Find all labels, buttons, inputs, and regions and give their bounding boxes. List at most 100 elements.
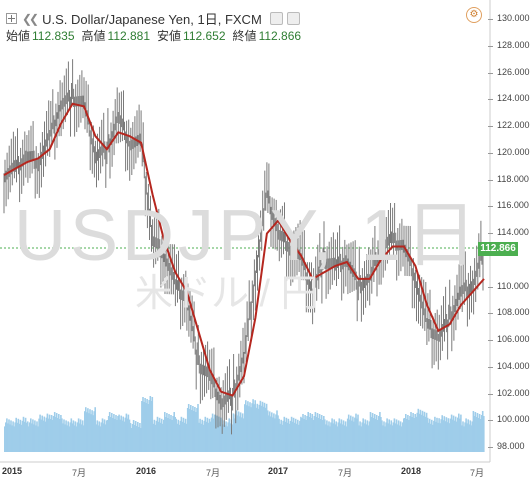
- volume-bar: [208, 418, 211, 452]
- volume-bar: [395, 419, 398, 452]
- volume-bar: [97, 425, 100, 452]
- volume-bar: [267, 415, 270, 452]
- volume-bar: [409, 416, 411, 452]
- volume-bar: [458, 413, 460, 452]
- volume-bar: [222, 424, 224, 452]
- volume-bar: [261, 401, 264, 452]
- volume-bar: [446, 422, 449, 452]
- volume-bar: [27, 426, 30, 452]
- time-label: 7月: [338, 468, 353, 478]
- volume-bar: [19, 419, 22, 452]
- volume-bar: [300, 416, 302, 452]
- volume-bar: [62, 423, 64, 452]
- volume-bar: [219, 421, 221, 452]
- volume-bar: [445, 417, 448, 452]
- volume-bar: [457, 417, 459, 452]
- volume-bar: [6, 418, 8, 452]
- collapse-chevrons-icon[interactable]: ❮❮: [22, 11, 39, 26]
- volume-bar: [12, 421, 14, 452]
- volume-bar: [158, 417, 161, 452]
- volume-bar: [306, 416, 308, 452]
- volume-bar: [396, 424, 399, 452]
- volume-bar: [338, 418, 341, 452]
- volume-bar: [172, 416, 174, 452]
- volume-bar: [31, 423, 33, 452]
- volume-bar: [117, 416, 119, 452]
- volume-bar: [239, 412, 242, 452]
- volume-bar: [36, 421, 38, 452]
- volume-bar: [39, 414, 41, 452]
- volume-bar: [214, 419, 217, 452]
- volume-bar: [451, 419, 454, 452]
- volume-bar: [277, 415, 279, 452]
- symbol-sub-watermark: 米ドル / 円: [135, 273, 319, 315]
- volume-bar: [93, 411, 95, 452]
- volume-bar: [432, 424, 434, 452]
- volume-bar: [202, 424, 204, 452]
- volume-bar: [35, 425, 37, 452]
- volume-bar: [265, 403, 268, 452]
- volume-bar: [165, 417, 167, 452]
- volume-bar: [378, 416, 380, 452]
- volume-bar: [419, 409, 422, 452]
- volume-bar: [256, 403, 259, 452]
- volume-bar: [286, 422, 289, 452]
- low-label: 安値: [157, 29, 182, 43]
- volume-bar: [18, 423, 21, 452]
- volume-bar: [362, 418, 364, 452]
- volume-bar: [404, 418, 406, 452]
- volume-bar: [260, 405, 263, 452]
- volume-bar: [86, 412, 88, 452]
- volume-bar: [140, 428, 142, 452]
- volume-bar: [476, 413, 479, 452]
- volume-bar: [54, 417, 57, 452]
- volume-bar: [373, 414, 376, 452]
- volume-bar: [238, 416, 241, 452]
- volume-bar: [479, 419, 482, 452]
- volume-bar: [466, 423, 468, 452]
- volume-bar: [434, 416, 436, 452]
- volume-bar: [17, 418, 20, 452]
- volume-bar: [53, 412, 56, 452]
- volume-bar: [398, 425, 401, 452]
- volume-bar: [337, 422, 340, 452]
- chart-settings-icon[interactable]: ⚙: [466, 7, 482, 23]
- volume-bar: [462, 421, 464, 452]
- volume-bar: [284, 421, 287, 452]
- volume-bar: [191, 410, 193, 452]
- volume-bar: [166, 413, 168, 452]
- volume-bar: [48, 414, 51, 452]
- volume-bar: [470, 425, 473, 452]
- volume-bar: [40, 419, 42, 452]
- volume-bar: [50, 415, 53, 452]
- eye-toggle-icon[interactable]: [269, 12, 283, 25]
- time-label: 2015: [2, 466, 23, 476]
- volume-bar: [474, 412, 477, 452]
- volume-bar: [483, 416, 485, 452]
- volume-bar: [316, 413, 319, 452]
- volume-bar: [30, 418, 32, 452]
- volume-bar: [176, 423, 179, 452]
- volume-bar: [51, 420, 54, 452]
- volume-bar: [52, 416, 55, 452]
- volume-bar: [357, 414, 359, 452]
- compare-add-icon[interactable]: [6, 13, 17, 24]
- volume-bar: [112, 418, 114, 452]
- volume-bar: [403, 418, 405, 452]
- volume-bar: [318, 414, 321, 452]
- volume-bar: [382, 425, 384, 452]
- volume-bar: [454, 416, 457, 452]
- volume-bar: [393, 418, 396, 452]
- volume-bar: [247, 401, 249, 452]
- ohlc-readout: 始値 112.835 高値 112.881 安値 112.652 終値 112.866: [6, 27, 308, 44]
- volume-bar: [59, 419, 61, 452]
- volume-bar: [144, 398, 146, 452]
- volume-bar: [123, 421, 126, 452]
- volume-bar: [279, 423, 281, 452]
- settings-square-icon[interactable]: [286, 12, 300, 25]
- volume-bar: [7, 423, 9, 452]
- volume-bar: [13, 426, 15, 452]
- volume-bar: [283, 416, 286, 452]
- volume-bar: [167, 418, 169, 452]
